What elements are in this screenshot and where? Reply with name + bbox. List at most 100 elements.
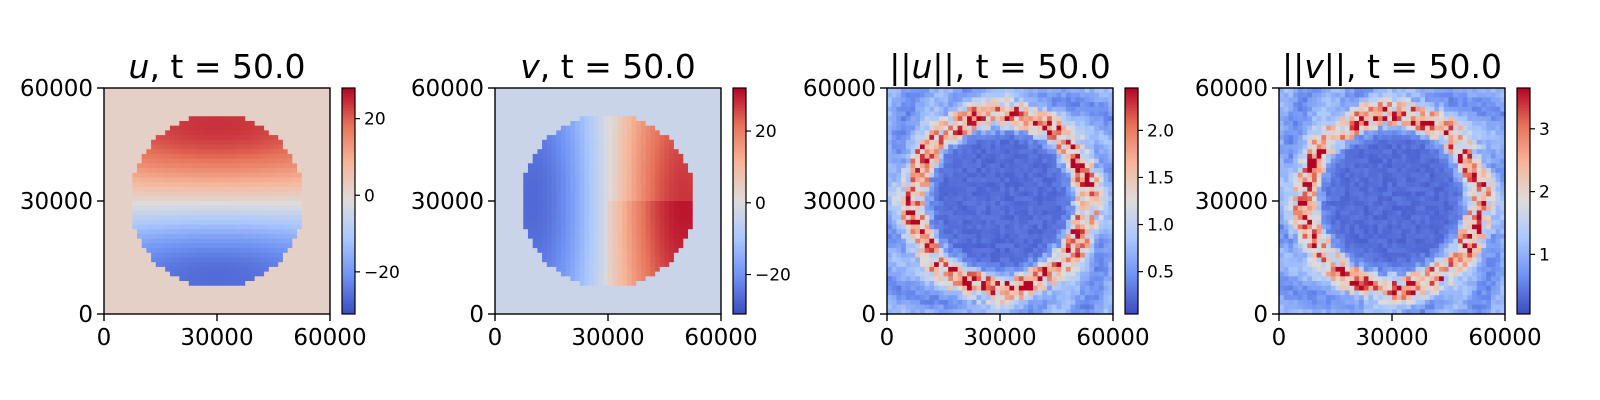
heatmap-cell [626,116,632,122]
heatmap-cell [141,163,147,169]
heatmap-cell [631,210,637,216]
heatmap-cell [151,276,157,282]
heatmap-cell [207,111,213,117]
heatmap-cell [254,88,260,94]
heatmap-cell [282,257,289,263]
heatmap-cell [673,191,680,197]
heatmap-cell [174,139,180,145]
heatmap-cell [325,196,331,202]
heatmap-cell [509,111,515,117]
heatmap-cell [669,97,675,103]
heatmap-cell [235,266,241,273]
heatmap-cell [702,219,708,225]
heatmap-cell [184,219,190,225]
heatmap-cell [169,144,176,150]
heatmap-cell [659,243,665,249]
heatmap-cell [184,102,190,108]
heatmap-cell [626,97,632,103]
heatmap-cell [598,215,604,221]
heatmap-cell [570,257,576,263]
heatmap-cell [301,149,307,155]
heatmap-cell [151,290,157,296]
heatmap-cell [673,111,680,117]
heatmap-cell [174,120,180,127]
heatmap-cell [546,102,552,108]
heatmap-cell [184,243,190,249]
heatmap-cell [179,248,185,254]
heatmap-cell [650,262,656,268]
heatmap-cell [193,243,199,249]
heatmap-cell [118,238,124,244]
heatmap-cell [320,139,326,145]
heatmap-cell [151,144,157,150]
heatmap-cell [240,196,246,202]
heatmap-cell [669,135,675,141]
heatmap-cell [212,281,218,287]
heatmap-cell [938,97,944,103]
heatmap-cell [589,139,595,145]
heatmap-cell [612,295,618,301]
heatmap-cell [556,88,562,94]
heatmap-cell [509,135,515,141]
heatmap-cell [589,252,595,258]
heatmap-cell [509,243,515,249]
heatmap-cell [259,135,265,141]
heatmap-cell [104,139,110,145]
heatmap-cell [556,295,562,301]
heatmap-cell [122,281,128,287]
heatmap-cell [688,285,694,291]
heatmap-cell [556,276,562,282]
heatmap-cell [240,304,246,310]
colorbar-segment [733,153,746,157]
heatmap-cell [640,243,647,249]
heatmap-cell [141,233,147,240]
heatmap-cell [556,168,562,174]
heatmap-cell [146,285,152,291]
heatmap-cell [132,281,138,287]
heatmap-cell [697,149,703,155]
heatmap-cell [278,281,284,287]
heatmap-cell [608,290,614,296]
heatmap-cell [542,168,548,174]
heatmap-cell [711,271,717,277]
heatmap-cell [249,177,256,183]
heatmap-cell [664,252,670,258]
heatmap-cell [132,219,138,225]
heatmap-cell [995,92,1001,98]
heatmap-cell [174,233,180,240]
heatmap-cell [1103,97,1109,103]
heatmap-cell [245,262,251,268]
heatmap-cell [165,106,171,112]
heatmap-cell [622,243,628,249]
heatmap-cell [537,262,543,268]
heatmap-cell [151,182,157,188]
heatmap-cell [636,215,642,221]
heatmap-cell [702,224,708,230]
heatmap-cell [165,290,171,296]
heatmap-cell [301,116,307,122]
heatmap-cell [273,295,279,301]
heatmap-cell [603,252,609,258]
heatmap-cell [598,139,604,145]
heatmap-cell [716,130,722,136]
heatmap-cell [589,257,595,263]
heatmap-cell [118,139,124,145]
heatmap-cell [523,257,529,263]
heatmap-cell [565,135,571,141]
heatmap-cell [297,257,303,263]
heatmap-cell [669,139,675,145]
heatmap-cell [495,196,501,202]
heatmap-cell [301,276,307,282]
heatmap-cell [1037,97,1043,103]
heatmap-cell [325,257,331,263]
heatmap-cell [297,177,303,183]
heatmap-cell [645,125,651,131]
heatmap-cell [240,186,246,192]
heatmap-cell [659,97,665,103]
heatmap-cell [325,111,331,117]
heatmap-cell [556,144,562,150]
heatmap-cell [673,168,680,174]
heatmap-cell [669,304,675,310]
heatmap-cell [231,238,237,244]
heatmap-cell [245,135,251,141]
